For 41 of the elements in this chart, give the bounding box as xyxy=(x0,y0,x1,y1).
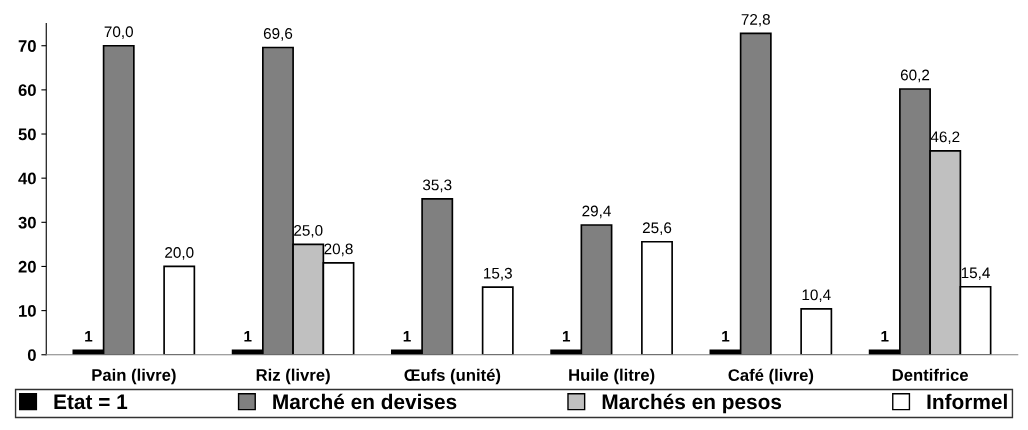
bar xyxy=(800,308,833,355)
data-label: 1 xyxy=(244,331,252,342)
y-tick-label: 20 xyxy=(18,260,36,273)
data-label: 15,4 xyxy=(961,267,990,280)
data-label: 20,8 xyxy=(324,243,353,257)
bar xyxy=(163,265,196,355)
bar xyxy=(641,240,673,355)
legend-label: Informel xyxy=(927,393,1007,410)
data-label: 1 xyxy=(722,331,730,342)
data-label: 25,0 xyxy=(294,224,323,238)
x-tick-label: Riz (livre) xyxy=(256,368,330,385)
legend-label: Marchés en pesos xyxy=(602,393,782,414)
y-tick-label: 0 xyxy=(27,349,36,361)
y-tick-label: 30 xyxy=(18,216,36,229)
data-label: 60,2 xyxy=(900,69,930,83)
x-tick-label: Œufs (unité) xyxy=(404,368,501,385)
legend-label: Etat = 1 xyxy=(54,394,128,410)
x-tick-label: Dentifrice xyxy=(892,368,968,381)
y-tick-label: 50 xyxy=(18,128,36,141)
data-label: 70,0 xyxy=(104,26,133,39)
data-label: 1 xyxy=(85,331,93,342)
x-tick-label: Huile (litre) xyxy=(569,368,655,385)
data-label: 72,8 xyxy=(741,13,770,27)
data-label: 15,3 xyxy=(484,267,512,281)
data-label: 10,4 xyxy=(802,289,831,303)
data-label: 20,0 xyxy=(165,247,194,260)
y-tick-label: 60 xyxy=(18,84,36,97)
data-label: 35,3 xyxy=(422,179,452,193)
data-label: 25,6 xyxy=(642,222,672,235)
y-tick-label: 10 xyxy=(19,305,36,317)
data-label: 1 xyxy=(403,331,411,342)
legend-label: Marché en devises xyxy=(273,393,457,410)
data-label: 29,4 xyxy=(582,205,611,219)
bar xyxy=(481,286,514,355)
x-tick-label: Pain (livre) xyxy=(92,368,176,385)
data-label: 69,6 xyxy=(263,28,293,41)
data-label: 1 xyxy=(881,331,889,342)
y-tick-label: 70 xyxy=(18,40,36,52)
data-label: 1 xyxy=(562,331,571,342)
y-tick-label: 40 xyxy=(18,172,36,185)
x-tick-label: Café (livre) xyxy=(728,368,814,385)
